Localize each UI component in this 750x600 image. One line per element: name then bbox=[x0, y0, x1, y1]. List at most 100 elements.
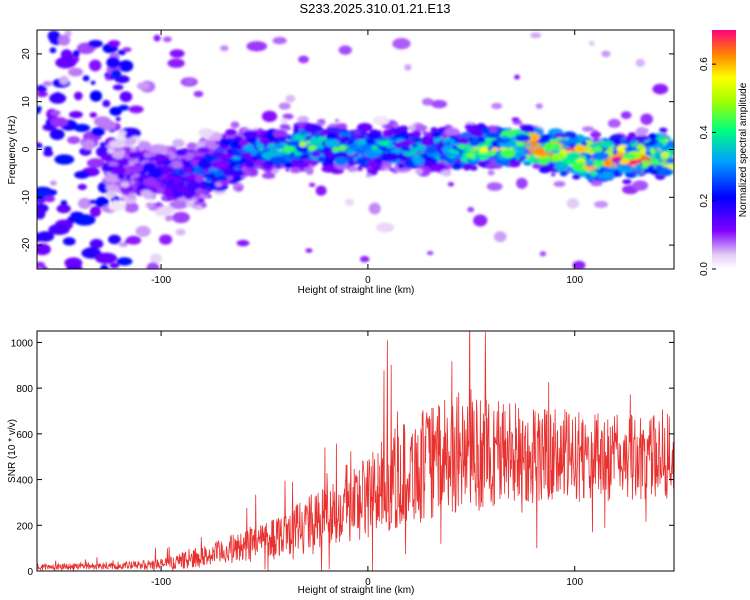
heatmap-noise-blob bbox=[60, 200, 68, 206]
snr-panel: -100 0 100 0 200 400 600 800 1000 Height of str… bbox=[7, 330, 675, 596]
heatmap-noise-blob bbox=[119, 91, 133, 103]
heatmap-band-blob bbox=[112, 150, 125, 160]
heatmap-noise-blob bbox=[305, 248, 313, 253]
heatmap-band-blob bbox=[386, 124, 392, 129]
heatmap-band-blob bbox=[631, 166, 641, 172]
heatmap-noise-blob bbox=[620, 111, 632, 120]
heatmap-band-blob bbox=[226, 148, 234, 155]
heatmap-noise-blob bbox=[49, 92, 67, 104]
snr-frame bbox=[36, 330, 675, 572]
heatmap-noise-blob bbox=[344, 198, 355, 206]
heatmap-band-blob bbox=[314, 144, 325, 150]
heatmap-band-blob bbox=[359, 143, 373, 152]
heatmap-band-blob bbox=[200, 162, 213, 169]
heatmap-noise-blob bbox=[376, 222, 395, 233]
heatmap-band-blob bbox=[115, 159, 122, 164]
heatmap-band-blob bbox=[659, 161, 666, 166]
heatmap-band-blob bbox=[590, 131, 602, 139]
heatmap-noise-blob bbox=[493, 231, 507, 243]
heatmap-band-blob bbox=[481, 127, 491, 134]
heatmap-band-blob bbox=[161, 160, 168, 164]
heatmap-noise-blob bbox=[421, 98, 434, 106]
heatmap-band-blob bbox=[143, 177, 158, 187]
heatmap-band-blob bbox=[636, 136, 641, 140]
heatmap-band-blob bbox=[385, 143, 395, 149]
heatmap-band-blob bbox=[183, 190, 195, 200]
heatmap-y-tick-label: -10 bbox=[21, 190, 32, 205]
heatmap-band-blob bbox=[644, 150, 652, 156]
snr-y-tick-label: 400 bbox=[16, 476, 33, 487]
heatmap-band-blob bbox=[157, 205, 175, 215]
heatmap-band-blob bbox=[279, 123, 290, 130]
heatmap-band-blob bbox=[283, 145, 294, 153]
heatmap-band-blob bbox=[397, 163, 405, 169]
heatmap-band-blob bbox=[449, 135, 458, 140]
heatmap-noise-blob bbox=[59, 75, 69, 85]
heatmap-band-blob bbox=[273, 144, 285, 150]
heatmap-noise-blob bbox=[118, 60, 134, 72]
heatmap-band-blob bbox=[591, 146, 603, 153]
heatmap-band-blob bbox=[349, 143, 359, 151]
heatmap-band-blob bbox=[623, 140, 631, 145]
heatmap-band-blob bbox=[554, 162, 570, 171]
heatmap-band-blob bbox=[148, 144, 168, 154]
heatmap-band-blob bbox=[620, 166, 634, 173]
heatmap-band-blob bbox=[476, 136, 487, 144]
snr-x-ticks: -100 0 100 bbox=[151, 331, 584, 588]
heatmap-noise-blob bbox=[631, 180, 649, 191]
heatmap-band-blob bbox=[251, 156, 259, 161]
heatmap-band-blob bbox=[194, 205, 203, 211]
snr-y-axis-label: SNR (10 * v/v) bbox=[7, 419, 18, 483]
heatmap-band-blob bbox=[261, 172, 276, 179]
heatmap-band-blob bbox=[164, 152, 173, 157]
heatmap-band-blob bbox=[439, 163, 445, 167]
heatmap-band-blob bbox=[447, 157, 457, 163]
heatmap-band-blob bbox=[168, 179, 175, 183]
heatmap-band-blob bbox=[307, 145, 317, 151]
heatmap-noise-blob bbox=[77, 197, 92, 209]
heatmap-band-blob bbox=[639, 149, 647, 154]
heatmap-noise-blob bbox=[116, 257, 133, 266]
colorbar: 0.0 0.2 0.4 0.6 Normalized spectral amplitu… bbox=[699, 30, 749, 276]
heatmap-band-blob bbox=[229, 161, 237, 168]
heatmap-noise-blob bbox=[236, 239, 250, 247]
heatmap-noise-blob bbox=[467, 206, 475, 213]
heatmap-noise-blob bbox=[118, 104, 130, 111]
heatmap-band-blob bbox=[107, 185, 120, 191]
heatmap-band-blob bbox=[297, 115, 309, 123]
heatmap-noise-blob bbox=[89, 238, 104, 249]
heatmap-band-blob bbox=[471, 128, 485, 138]
heatmap-noise-blob bbox=[49, 47, 57, 54]
heatmap-band-blob bbox=[408, 124, 418, 132]
heatmap-noise-blob bbox=[106, 56, 120, 69]
heatmap-band-blob bbox=[511, 117, 520, 122]
heatmap-band-blob bbox=[173, 192, 184, 199]
heatmap-band-blob bbox=[665, 141, 674, 149]
heatmap-band-blob bbox=[630, 142, 635, 146]
heatmap-band-blob bbox=[172, 138, 185, 148]
snr-x-tick-label: -100 bbox=[151, 577, 171, 588]
heatmap-band-blob bbox=[272, 129, 288, 139]
heatmap-band-blob bbox=[204, 192, 209, 196]
heatmap-band-blob bbox=[612, 155, 623, 161]
heatmap-band-blob bbox=[439, 170, 449, 176]
snr-y-ticks: 0 200 400 600 800 1000 bbox=[11, 338, 674, 578]
snr-y-tick-label: 600 bbox=[16, 430, 33, 441]
heatmap-noise-blob bbox=[91, 127, 105, 137]
heatmap-band-blob bbox=[622, 153, 637, 160]
heatmap-band-blob bbox=[608, 166, 618, 171]
heatmap-band-blob bbox=[215, 140, 222, 145]
heatmap-band-blob bbox=[296, 145, 309, 153]
heatmap-band-blob bbox=[277, 136, 286, 141]
heatmap-noise-blob bbox=[73, 91, 83, 101]
heatmap-noise-blob bbox=[56, 204, 71, 214]
heatmap-noise-blob bbox=[652, 83, 669, 95]
heatmap-band-blob bbox=[568, 143, 577, 148]
heatmap-band-blob bbox=[376, 159, 383, 164]
heatmap-band-blob bbox=[235, 186, 243, 192]
heatmap-band-blob bbox=[437, 144, 445, 149]
heatmap-band-blob bbox=[108, 139, 127, 149]
heatmap-band-blob bbox=[649, 158, 660, 165]
heatmap-band-blob bbox=[538, 167, 551, 174]
